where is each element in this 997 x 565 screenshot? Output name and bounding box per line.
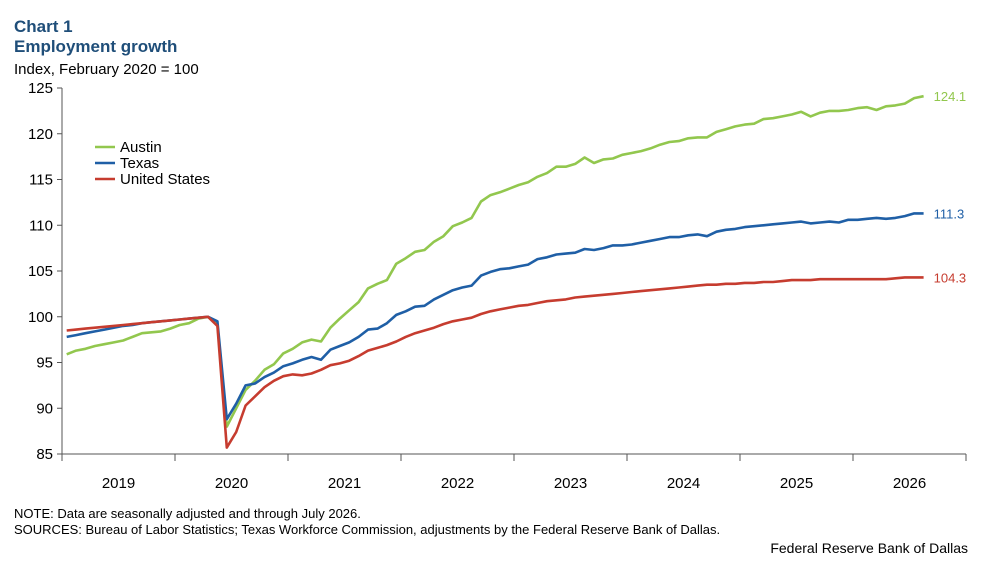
chart-note: NOTE: Data are seasonally adjusted and t… [14, 506, 361, 521]
y-tick-label: 120 [28, 126, 53, 143]
x-tick-label: 2020 [215, 475, 248, 492]
y-tick-label: 100 [28, 309, 53, 326]
chart-title: Employment growth [14, 37, 178, 56]
credit-line: Federal Reserve Bank of Dallas [770, 540, 968, 556]
y-tick-label: 90 [36, 400, 53, 417]
x-tick-label: 2023 [554, 475, 587, 492]
series-line-texas [66, 212, 924, 421]
y-tick-label: 105 [28, 263, 53, 280]
x-tick-label: 2022 [441, 475, 474, 492]
y-tick-label: 115 [29, 172, 53, 189]
y-tick-label: 95 [36, 355, 53, 372]
end-value-label-texas: 111.3 [934, 206, 965, 221]
line-chart: 85 90 95 100 105 110 115 120 125 2019 2020 2021 2022… [28, 80, 967, 492]
series-line-united-states [66, 276, 924, 449]
x-tick-label: 2021 [328, 475, 361, 492]
y-axis-unit-label: Index, February 2020 = 100 [14, 61, 199, 78]
chart-number: Chart 1 [14, 17, 73, 36]
x-tick-label: 2019 [102, 475, 135, 492]
series-line-austin [66, 94, 924, 428]
legend-label: Texas [120, 155, 159, 172]
chart-sources: SOURCES: Bureau of Labor Statistics; Tex… [14, 522, 721, 537]
end-value-label-austin: 124.1 [934, 89, 967, 104]
x-tick-label: 2025 [780, 475, 813, 492]
y-tick-label: 85 [36, 446, 53, 463]
end-value-label-united-states: 104.3 [934, 270, 967, 285]
y-tick-label: 110 [29, 217, 53, 234]
legend-label: Austin [120, 139, 162, 156]
legend-label: United States [120, 171, 210, 188]
x-tick-label: 2024 [667, 475, 700, 492]
y-tick-label: 125 [28, 80, 53, 97]
x-tick-label: 2026 [893, 475, 926, 492]
